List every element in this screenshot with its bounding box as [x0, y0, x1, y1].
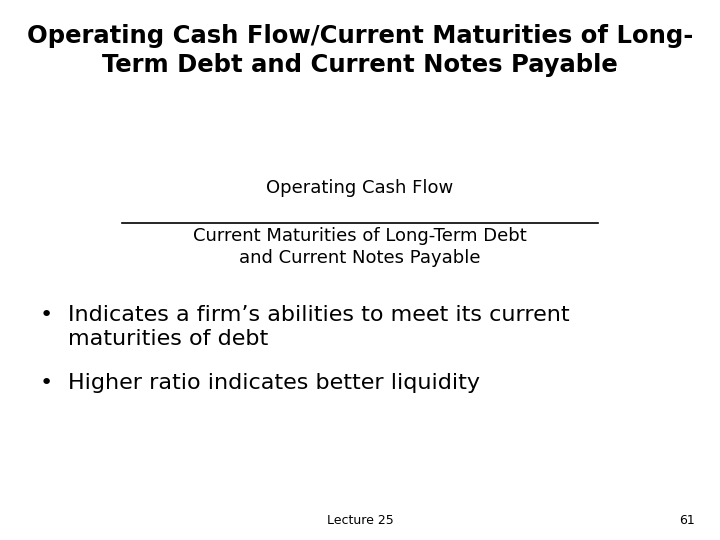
Text: Lecture 25: Lecture 25	[327, 514, 393, 526]
Text: •: •	[40, 373, 53, 393]
Text: •: •	[40, 305, 53, 325]
Text: Operating Cash Flow/Current Maturities of Long-
Term Debt and Current Notes Paya: Operating Cash Flow/Current Maturities o…	[27, 24, 693, 77]
Text: Indicates a firm’s abilities to meet its current
maturities of debt: Indicates a firm’s abilities to meet its…	[68, 305, 570, 349]
Text: Operating Cash Flow: Operating Cash Flow	[266, 179, 454, 197]
Text: 61: 61	[679, 514, 695, 526]
Text: Current Maturities of Long-Term Debt
and Current Notes Payable: Current Maturities of Long-Term Debt and…	[193, 227, 527, 267]
Text: Higher ratio indicates better liquidity: Higher ratio indicates better liquidity	[68, 373, 480, 393]
